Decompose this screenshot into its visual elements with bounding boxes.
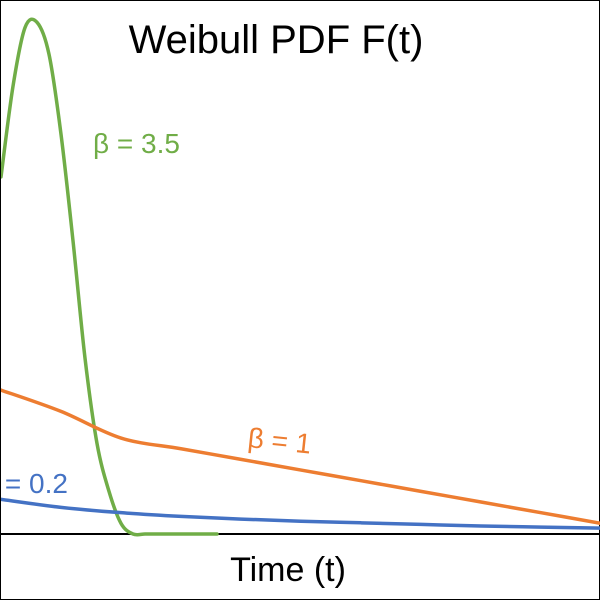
series-label-beta-1: β = 1 — [246, 422, 312, 459]
series-line-1 — [1, 388, 600, 525]
series-layer — [1, 17, 600, 537]
chart-title: Weibull PDF F(t) — [129, 18, 424, 62]
x-axis-label: Time (t) — [230, 551, 346, 589]
series-label-beta-0-2: β = 0.2 — [1, 468, 68, 499]
series-label-beta-3-5: β = 3.5 — [93, 128, 180, 159]
series-line-2 — [1, 497, 600, 530]
series-line-0 — [1, 17, 219, 537]
